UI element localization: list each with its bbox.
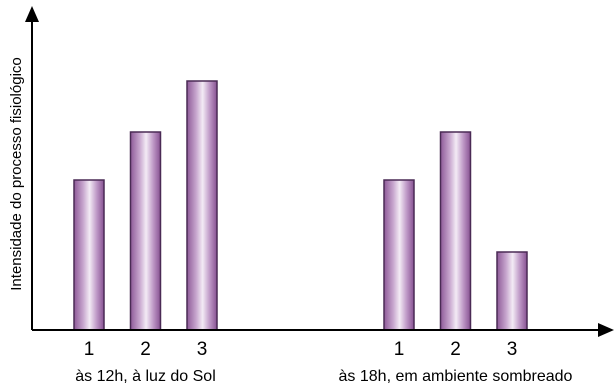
bar-group1-2 (129, 131, 162, 331)
labels-layer: 1 2 3 às 12h, à luz do Sol 1 2 3 às 18h, em amb… (75, 339, 572, 383)
x-tick-label: 3 (197, 339, 208, 360)
group-label: às 12h, à luz do Sol (75, 368, 216, 383)
x-tick-label: 2 (450, 339, 461, 360)
x-tick-label: 3 (507, 339, 518, 360)
bar-group2-2 (439, 131, 472, 331)
bar-group2-3 (496, 251, 528, 331)
bar-group1-1 (73, 179, 105, 331)
x-axis-arrow-icon (598, 323, 614, 337)
x-tick-label: 1 (394, 339, 405, 360)
bar-group2-1 (383, 179, 415, 331)
x-tick-label: 2 (140, 339, 151, 360)
x-tick-label: 1 (84, 339, 95, 360)
y-axis-title: Intensidade do processo fisiológico (8, 57, 25, 290)
bars-layer (73, 80, 528, 331)
bar-group1-3 (186, 80, 218, 331)
y-axis-arrow-icon (25, 6, 39, 22)
group-label: às 18h, em ambiente sombreado (339, 368, 573, 383)
